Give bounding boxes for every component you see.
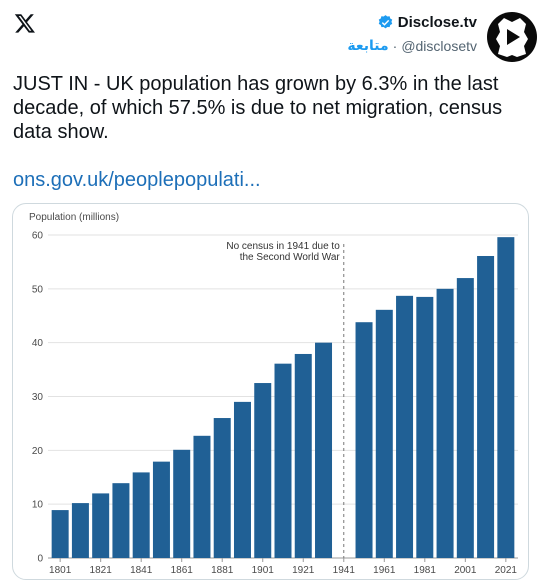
bar-1901 [254, 383, 272, 558]
bar-2021 [497, 237, 515, 559]
y-tick-label: 20 [32, 446, 44, 457]
bar-1841 [132, 472, 150, 558]
x-logo-icon[interactable] [14, 12, 36, 34]
author-handle[interactable]: @disclosetv [401, 37, 477, 54]
tweet-author: Disclose.tv متابعة · @disclosetv [347, 14, 477, 54]
x-tick-label: 1821 [90, 565, 113, 576]
bar-1961 [375, 309, 393, 558]
verified-badge-icon [378, 15, 393, 29]
bar-1951 [355, 322, 373, 558]
bar-1881 [213, 418, 231, 558]
x-tick-label: 1881 [211, 565, 234, 576]
bar-1921 [294, 353, 312, 558]
x-tick-label: 1941 [333, 565, 356, 576]
bar-1891 [233, 401, 251, 558]
y-tick-label: 10 [32, 500, 44, 511]
x-tick-label: 2021 [495, 565, 518, 576]
tweet-text: JUST IN - UK population has grown by 6.3… [13, 73, 503, 143]
bar-1931 [315, 342, 333, 558]
x-tick-label: 1921 [292, 565, 315, 576]
avatar-play-logo-icon [496, 18, 528, 57]
bar-1861 [173, 449, 191, 558]
y-tick-label: 30 [32, 392, 44, 403]
annotation-text: No census in 1941 due to [226, 241, 340, 252]
y-tick-label: 40 [32, 338, 44, 349]
x-tick-label: 1861 [171, 565, 194, 576]
bar-1851 [152, 461, 170, 558]
bar-1991 [436, 288, 454, 558]
bar-1871 [193, 435, 211, 558]
bar-1811 [71, 503, 89, 558]
bar-1801 [51, 510, 69, 558]
bar-2011 [477, 255, 495, 558]
bar-1831 [112, 483, 130, 558]
bar-1981 [416, 296, 434, 558]
x-tick-label: 1981 [414, 565, 437, 576]
y-tick-label: 0 [37, 554, 43, 565]
tweet-link[interactable]: ons.gov.uk/peoplepopulati... [13, 169, 261, 191]
x-tick-label: 2001 [454, 565, 477, 576]
avatar[interactable] [487, 12, 537, 62]
chart-card[interactable]: Population (millions) 0 10 20 30 40 50 60 1801… [12, 203, 529, 580]
x-tick-label: 1801 [49, 565, 72, 576]
separator-dot: · [392, 37, 398, 54]
annotation-text: the Second World War [240, 252, 341, 263]
bar-1971 [396, 295, 414, 558]
bar-1821 [92, 493, 110, 558]
x-tick-label: 1841 [130, 565, 153, 576]
y-tick-label: 50 [32, 284, 44, 295]
population-chart: Population (millions) 0 10 20 30 40 50 60 1801… [29, 212, 518, 576]
author-name[interactable]: Disclose.tv [397, 14, 477, 31]
y-tick-label: 60 [32, 231, 44, 242]
bar-1911 [274, 363, 292, 558]
x-tick-label: 1901 [252, 565, 275, 576]
y-axis-label: Population (millions) [29, 212, 119, 223]
bar-2001 [456, 278, 474, 558]
x-tick-label: 1961 [373, 565, 396, 576]
follow-button[interactable]: متابعة [347, 37, 389, 53]
